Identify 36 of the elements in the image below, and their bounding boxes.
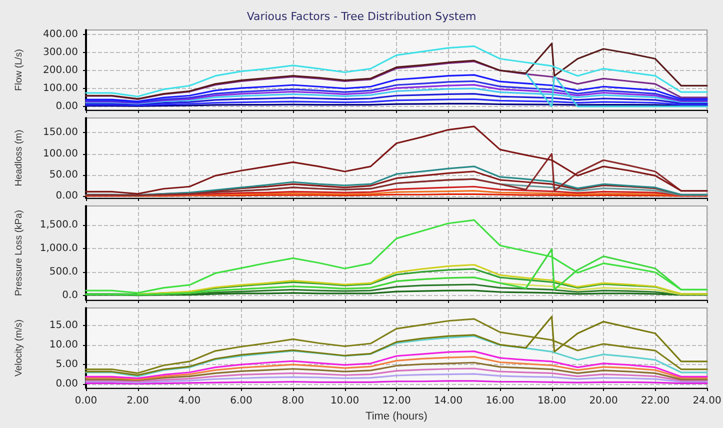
x-tick-label: 24.00 (692, 396, 722, 406)
y-tick-label: 5.00 (56, 359, 78, 370)
x-tick-label: 6.00 (230, 396, 252, 406)
y-tick-label: 50.00 (49, 169, 78, 180)
y-tick-label: 1,500.0 (40, 219, 78, 230)
y-tick-label: 100.00 (43, 82, 78, 94)
y-tick-label: 0.0 (62, 290, 78, 301)
x-tick-label: 8.00 (282, 396, 304, 406)
y-tick-label: 15.00 (49, 320, 78, 332)
x-tick-label: 22.00 (640, 396, 670, 406)
x-tick-label: 10.00 (330, 396, 360, 406)
y-tick-label: 400.00 (43, 28, 78, 40)
x-tick-label: 16.00 (486, 396, 514, 406)
y-axis-title: Flow (L/s) (14, 49, 24, 91)
y-tick-label: 0.00 (56, 100, 78, 112)
y-tick-label: 1,000.0 (40, 242, 78, 254)
x-tick-label: 2.00 (126, 396, 149, 406)
x-tick-label: 12.00 (382, 396, 411, 406)
y-axis-title: Velocity (m/s) (14, 319, 24, 377)
y-axis-title: Pressure Loss (kPa) (14, 210, 24, 296)
x-tick-label: 14.00 (434, 396, 463, 406)
y-tick-label: 100.00 (43, 148, 78, 160)
y-tick-label: 500.0 (49, 266, 78, 278)
x-tick-label: 18.00 (537, 396, 566, 406)
y-tick-label: 10.00 (49, 340, 78, 351)
y-tick-label: 300.00 (43, 46, 78, 58)
y-tick-label: 150.00 (43, 127, 78, 138)
x-tick-label: 20.00 (589, 396, 618, 406)
y-tick-label: 200.00 (43, 64, 78, 76)
x-tick-label: 0.00 (74, 396, 98, 406)
chart-title: Various Factors - Tree Distribution System (246, 10, 476, 23)
y-tick-label: 0.00 (56, 190, 78, 202)
x-axis-title: Time (hours) (366, 410, 428, 422)
y-axis-title: Headloss (m) (14, 130, 24, 186)
y-tick-label: 0.00 (56, 378, 78, 390)
x-tick-label: 4.00 (178, 396, 201, 406)
